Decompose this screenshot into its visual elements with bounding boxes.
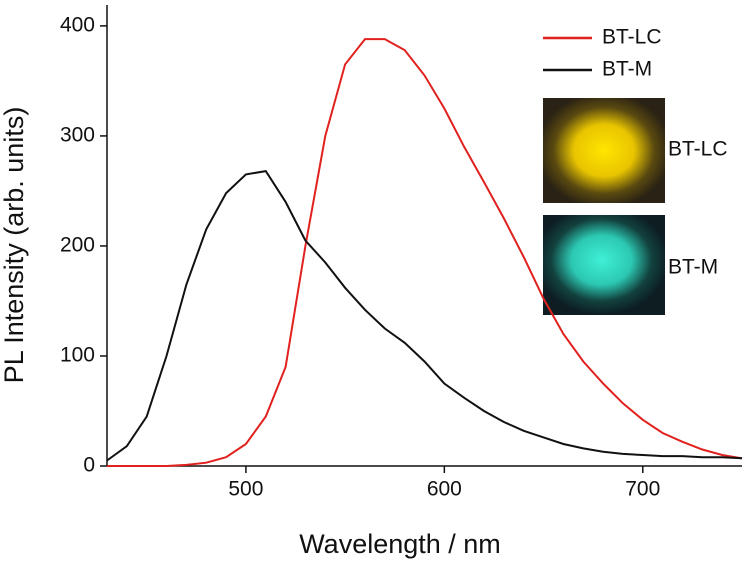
y-tick-label: 400 bbox=[60, 13, 95, 36]
series-line bbox=[106, 170, 743, 462]
inset-photo bbox=[543, 98, 665, 203]
annotation: BT-LC bbox=[668, 138, 728, 161]
inset-photo bbox=[543, 215, 665, 315]
y-tick-label: 200 bbox=[60, 233, 95, 256]
legend-label: BT-LC bbox=[602, 26, 662, 49]
y-tick-label: 0 bbox=[83, 454, 95, 477]
y-tick-label: 100 bbox=[60, 344, 95, 367]
y-tick-label: 300 bbox=[60, 123, 95, 146]
x-tick-label: 600 bbox=[427, 478, 462, 501]
legend-label: BT-M bbox=[602, 58, 652, 81]
annotation: BT-M bbox=[668, 256, 718, 279]
x-axis-label: Wavelength / nm bbox=[299, 529, 501, 559]
x-tick-label: 700 bbox=[625, 478, 660, 501]
series-line bbox=[107, 38, 743, 467]
y-axis-label: PL Intensity (arb. units) bbox=[0, 107, 29, 384]
x-tick-label: 500 bbox=[228, 478, 263, 501]
